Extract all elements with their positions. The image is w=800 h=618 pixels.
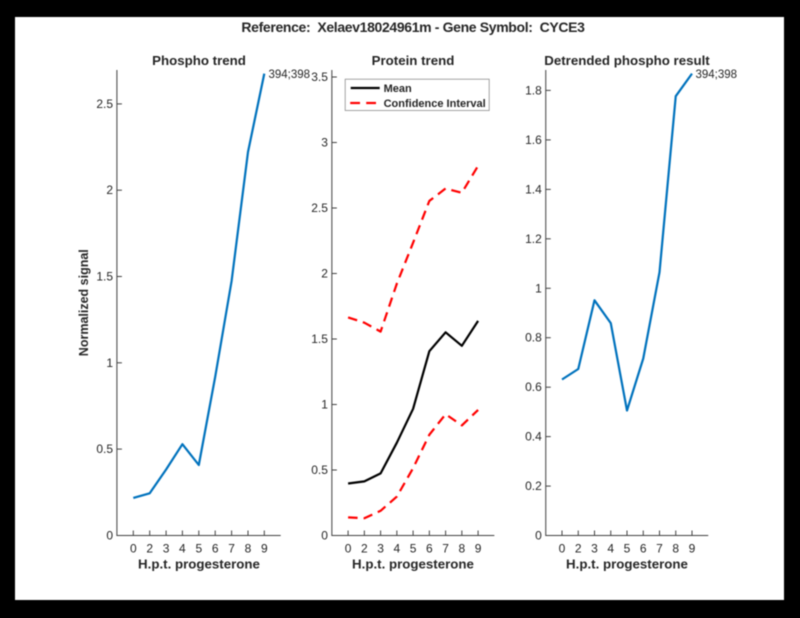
svg-text:7: 7	[442, 542, 449, 556]
svg-text:6: 6	[212, 542, 219, 556]
svg-text:4: 4	[394, 542, 401, 556]
svg-text:2: 2	[146, 542, 153, 556]
svg-text:7: 7	[228, 542, 235, 556]
svg-text:0: 0	[321, 529, 328, 543]
svg-text:9: 9	[261, 542, 268, 556]
svg-text:Detrended phospho result: Detrended phospho result	[544, 53, 710, 68]
svg-text:2.5: 2.5	[311, 201, 328, 215]
svg-text:6: 6	[426, 542, 433, 556]
svg-text:5: 5	[410, 542, 417, 556]
svg-text:0.5: 0.5	[96, 442, 113, 456]
svg-text:1.6: 1.6	[525, 133, 542, 147]
svg-text:0: 0	[130, 542, 137, 556]
svg-text:2.5: 2.5	[96, 97, 113, 111]
svg-text:4: 4	[179, 542, 186, 556]
svg-text:1.8: 1.8	[525, 83, 542, 97]
svg-text:8: 8	[672, 542, 679, 556]
svg-text:1.4: 1.4	[525, 182, 542, 196]
svg-text:0.5: 0.5	[311, 463, 328, 477]
svg-text:Protein trend: Protein trend	[372, 53, 455, 68]
svg-text:394;398: 394;398	[269, 69, 311, 81]
svg-text:1: 1	[321, 398, 328, 412]
svg-text:Reference: Xelaev18024961m -: Reference: Xelaev18024961m - Gene Symbol…	[241, 19, 585, 35]
svg-text:1: 1	[106, 356, 113, 370]
svg-text:H.p.t. progesterone: H.p.t. progesterone	[138, 557, 260, 572]
svg-text:3: 3	[377, 542, 384, 556]
svg-text:0: 0	[559, 542, 566, 556]
svg-text:0.6: 0.6	[525, 380, 542, 394]
svg-text:Confidence Interval: Confidence Interval	[384, 98, 486, 110]
svg-text:2: 2	[321, 267, 328, 281]
svg-text:2: 2	[361, 542, 368, 556]
svg-text:3: 3	[591, 542, 598, 556]
svg-text:Mean: Mean	[384, 83, 412, 95]
svg-text:3.5: 3.5	[311, 70, 328, 84]
svg-text:8: 8	[245, 542, 252, 556]
svg-text:4: 4	[607, 542, 614, 556]
svg-text:0.8: 0.8	[525, 331, 542, 345]
svg-text:1.5: 1.5	[311, 332, 328, 346]
svg-text:6: 6	[640, 542, 647, 556]
svg-text:3: 3	[321, 136, 328, 150]
svg-text:1: 1	[535, 281, 542, 295]
svg-text:H.p.t. progesterone: H.p.t. progesterone	[352, 557, 474, 572]
svg-text:0.2: 0.2	[525, 479, 542, 493]
svg-text:0: 0	[535, 529, 542, 543]
svg-text:1.5: 1.5	[96, 270, 113, 284]
svg-text:2: 2	[106, 183, 113, 197]
svg-text:0: 0	[106, 529, 113, 543]
svg-text:0: 0	[345, 542, 352, 556]
svg-text:5: 5	[624, 542, 631, 556]
svg-text:Normalized signal: Normalized signal	[77, 249, 91, 356]
svg-text:3: 3	[163, 542, 170, 556]
svg-text:5: 5	[195, 542, 202, 556]
svg-text:2: 2	[575, 542, 582, 556]
svg-text:9: 9	[689, 542, 696, 556]
svg-text:394;398: 394;398	[696, 69, 738, 81]
svg-text:8: 8	[459, 542, 466, 556]
svg-text:1.2: 1.2	[525, 232, 542, 246]
svg-text:7: 7	[656, 542, 663, 556]
svg-text:9: 9	[475, 542, 482, 556]
svg-text:Phospho trend: Phospho trend	[152, 53, 246, 68]
svg-text:0.4: 0.4	[525, 430, 542, 444]
svg-text:H.p.t. progesterone: H.p.t. progesterone	[566, 557, 688, 572]
